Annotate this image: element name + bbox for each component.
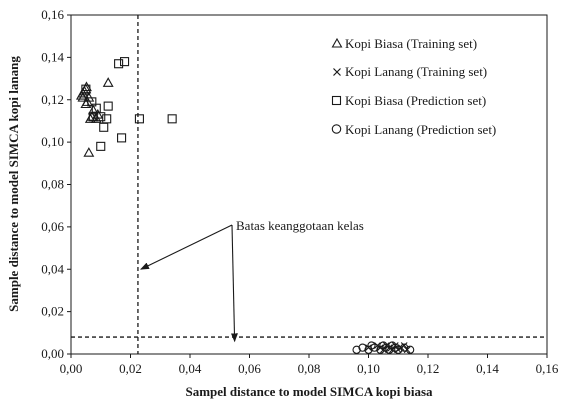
legend-square-marker (331, 95, 342, 106)
point-circle (394, 345, 403, 354)
y-tick-label: 0,16 (41, 7, 64, 22)
point-circle (370, 343, 379, 352)
point-square (102, 114, 112, 124)
legend-label: Kopi Biasa (Prediction set) (345, 93, 486, 108)
y-axis-title: Sample distance to model SIMCA kopi lana… (6, 56, 21, 312)
point-circle (400, 343, 409, 352)
point-square (120, 57, 130, 67)
legend-label: Kopi Biasa (Training set) (345, 36, 477, 51)
point-square (96, 112, 106, 122)
legend: Kopi Biasa (Training set) Kopi Lanang (T… (331, 36, 496, 137)
x-tick-label: 0,08 (298, 361, 321, 376)
legend-item-kopi-lanang-training: Kopi Lanang (Training set) (333, 64, 487, 79)
legend-item-kopi-lanang-prediction: Kopi Lanang (Prediction set) (331, 122, 496, 137)
point-square (99, 122, 109, 132)
point-triangle (87, 104, 99, 115)
point-square (103, 101, 113, 111)
point-cross (382, 342, 390, 349)
point-triangle (75, 89, 87, 100)
x-tick-label: 0,14 (476, 361, 499, 376)
legend-item-kopi-biasa-prediction: Kopi Biasa (Prediction set) (331, 93, 486, 108)
point-square (81, 84, 91, 94)
x-tick-label: 0,10 (357, 361, 380, 376)
point-circle (358, 343, 367, 352)
x-tick-label: 0,00 (60, 361, 83, 376)
point-square (134, 114, 144, 124)
x-axis-title: Sampel distance to model SIMCA kopi bias… (185, 384, 433, 399)
point-cross (400, 342, 408, 349)
y-tick-label: 0,12 (41, 92, 64, 107)
annotation-arrow (140, 224, 233, 270)
y-tick-label: 0,10 (41, 134, 64, 149)
point-circle (405, 345, 415, 354)
annotation: Batas keanggotaan kelas (140, 218, 364, 343)
point-triangle (81, 81, 92, 92)
point-circle (376, 345, 385, 354)
point-triangle (83, 147, 95, 157)
point-square (114, 59, 124, 69)
point-triangle (83, 92, 95, 102)
x-tick-label: 0,04 (179, 361, 202, 376)
annotation-text: Batas keanggotaan kelas (236, 218, 364, 233)
y-tick-label: 0,02 (41, 304, 64, 319)
legend-circle-marker (331, 124, 342, 134)
x-tick-label: 0,02 (119, 361, 142, 376)
legend-label: Kopi Lanang (Training set) (345, 64, 487, 79)
x-tick-label: 0,16 (536, 361, 559, 376)
legend-triangle-marker (331, 37, 343, 48)
point-square (96, 141, 106, 151)
point-cross (391, 342, 399, 349)
x-tick-label: 0,12 (417, 361, 440, 376)
y-tick-label: 0,00 (41, 346, 64, 361)
y-tick-label: 0,04 (41, 261, 64, 276)
annotation-arrow (230, 224, 238, 343)
point-triangle (102, 77, 114, 87)
y-tick-label: 0,14 (41, 49, 64, 64)
point-circle (364, 345, 373, 354)
legend-label: Kopi Lanang (Prediction set) (345, 122, 496, 137)
point-square (167, 114, 177, 124)
point-circle (385, 345, 394, 354)
point-square (88, 112, 98, 122)
x-tick-label: 0,06 (238, 361, 261, 376)
point-circle (352, 345, 361, 354)
legend-cross-marker (333, 68, 341, 76)
y-tick-label: 0,06 (41, 219, 64, 234)
point-square (117, 133, 127, 143)
legend-item-kopi-biasa-training: Kopi Biasa (Training set) (331, 36, 477, 51)
y-tick-label: 0,08 (41, 177, 64, 192)
